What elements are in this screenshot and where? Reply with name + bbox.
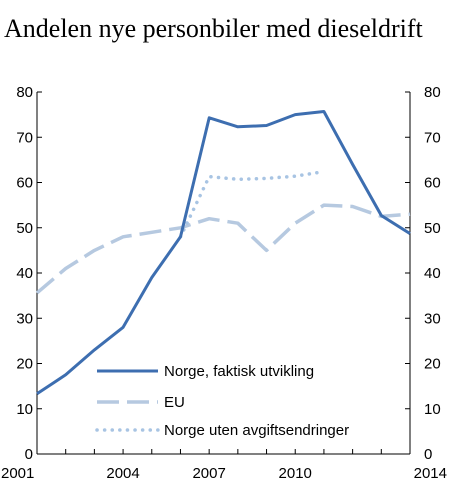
y-tick-label-left: 10	[16, 401, 33, 418]
y-tick-label-left: 70	[16, 129, 33, 146]
y-tick-label-right: 60	[424, 175, 441, 192]
y-tick-label-left: 60	[16, 175, 33, 192]
chart-title: Andelen nye personbiler med dieseldrift	[4, 14, 423, 43]
y-tick-label-right: 30	[424, 310, 441, 327]
y-tick-label-left: 80	[16, 84, 33, 101]
y-tick-label-left: 20	[16, 356, 33, 373]
y-tick-label-right: 50	[424, 220, 441, 237]
series-line-2	[178, 169, 326, 239]
legend-label-1: EU	[164, 394, 185, 411]
y-tick-label-right: 10	[424, 401, 441, 418]
y-tick-label-left: 40	[16, 265, 33, 282]
y-tick-label-right: 80	[424, 84, 441, 101]
legend-label-0: Norge, faktisk utvikling	[164, 363, 314, 380]
x-tick-label: 2014	[414, 465, 447, 482]
x-tick-label: 2010	[279, 465, 312, 482]
series-line-1	[35, 203, 411, 295]
y-tick-label-right: 0	[424, 446, 432, 463]
series-line-0	[36, 110, 411, 396]
x-tick-label: 2007	[192, 465, 225, 482]
y-tick-label-left: 0	[25, 446, 33, 463]
y-tick-label-right: 40	[424, 265, 441, 282]
y-tick-label-right: 20	[424, 356, 441, 373]
y-tick-label-left: 50	[16, 220, 33, 237]
legend-label-2: Norge uten avgiftsendringer	[164, 422, 349, 439]
y-tick-label-right: 70	[424, 129, 441, 146]
x-tick-label: 2001	[1, 465, 34, 482]
x-tick-label: 2004	[106, 465, 139, 482]
y-tick-label-left: 30	[16, 310, 33, 327]
